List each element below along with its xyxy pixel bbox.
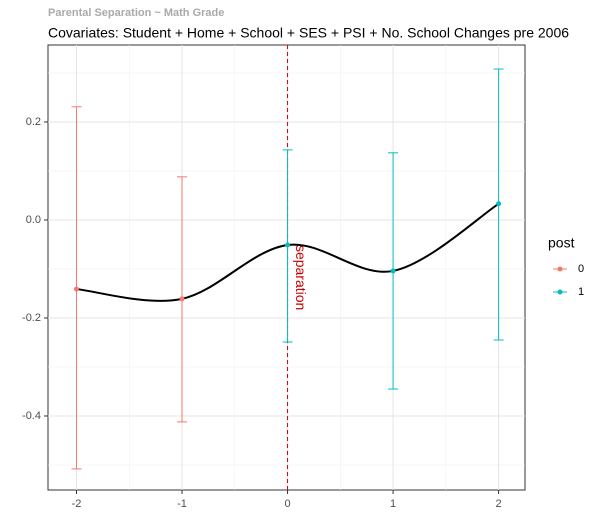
annotation: separation [293,245,309,310]
legend-swatch [557,289,563,295]
point [390,268,396,274]
legend-label: 0 [578,263,584,275]
chart-title: Covariates: Student + Home + School + SE… [48,25,569,41]
y-tick-label: 0.0 [26,214,41,226]
x-tick-label: 2 [496,498,502,510]
chart-header: Parental Separation ~ Math Grade [48,7,224,19]
x-tick-label: -2 [72,498,82,510]
point [179,296,185,302]
x-tick-label: -1 [177,498,187,510]
point [496,201,502,207]
plot-area [47,44,526,491]
point [285,242,291,248]
y-tick-label: -0.4 [22,410,41,422]
y-tick-label: 0.2 [26,116,41,128]
x-tick-label: 1 [390,498,396,510]
point [73,286,79,292]
legend-label: 1 [578,286,584,298]
y-tick-label: -0.2 [22,312,41,324]
x-tick-label: 0 [284,498,290,510]
legend-title: post [548,235,575,251]
legend-swatch [557,266,563,272]
